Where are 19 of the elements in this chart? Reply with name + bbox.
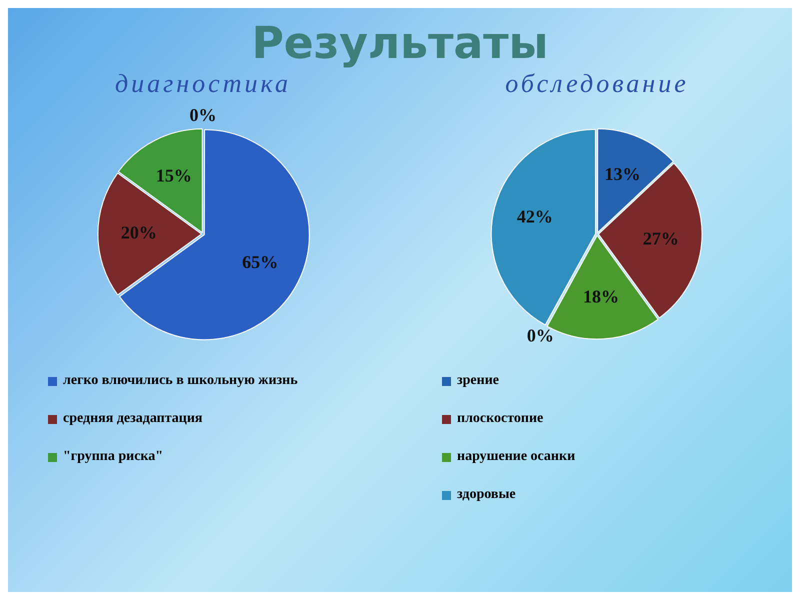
data-label: 18% [583,286,620,307]
legend-label: легко влючились в школьную жизнь [63,373,298,389]
legend-label: нарушение осанки [457,449,576,465]
chart-subtitle: диагностика [114,69,292,99]
legend-label: здоровые [457,487,516,503]
data-label: 15% [156,165,192,186]
legend-label: зрение [457,373,499,389]
legend-label: плоскостопие [457,411,544,427]
text: 0% [190,105,216,126]
text: 0% [526,326,554,346]
legend-label: средняя дезадаптация [63,411,202,427]
data-label: 65% [242,252,278,272]
chart-subtitle: обследование [504,69,690,99]
data-label: 13% [604,164,640,184]
data-label: 27% [642,228,679,249]
data-label: 42% [516,206,553,227]
text: Результаты [250,17,550,69]
data-label: 20% [120,222,157,243]
legend-label: "группа риска" [63,449,164,465]
